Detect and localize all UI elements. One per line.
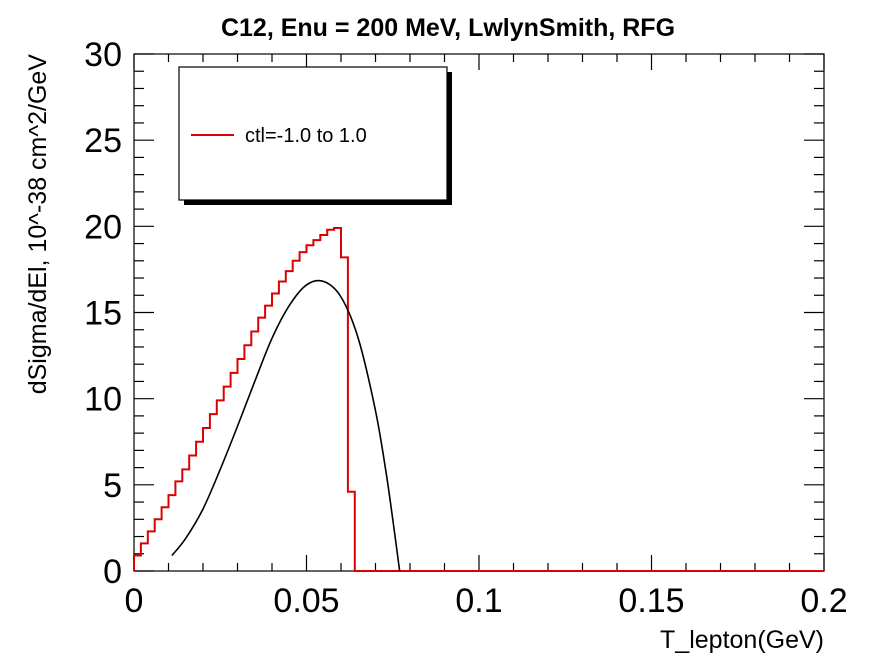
y-tick-label: 10: [84, 381, 122, 419]
y-tick-labels: 0 5 10 15 20 25 30: [84, 36, 122, 591]
x-tick-label: 0.1: [455, 582, 502, 620]
y-tick-label: 0: [103, 553, 122, 591]
x-tick-label: 0: [125, 582, 144, 620]
histogram-series-line: [133, 227, 824, 572]
theory-curve-line: [171, 279, 401, 572]
x-axis-title: T_lepton(GeV): [660, 626, 824, 654]
y-tick-label: 25: [84, 122, 122, 160]
series-layer: [133, 227, 824, 572]
y-tick-label: 15: [84, 295, 122, 333]
y-tick-label: 20: [84, 208, 122, 246]
legend: ctl=-1.0 to 1.0: [178, 66, 452, 205]
axis-ticks: [133, 53, 825, 572]
y-tick-label: 30: [84, 36, 122, 74]
y-axis-title: dSigma/dEl, 10^-38 cm^2/GeV: [24, 54, 52, 395]
legend-box: [178, 66, 448, 201]
chart-title: C12, Enu = 200 MeV, LwlynSmith, RFG: [221, 14, 675, 42]
x-tick-label: 0.15: [618, 582, 684, 620]
x-tick-label: 0.05: [273, 582, 339, 620]
y-tick-label: 5: [103, 467, 122, 505]
x-tick-labels: 0 0.05 0.1 0.15 0.2: [125, 582, 848, 620]
x-tick-label: 0.2: [800, 582, 847, 620]
legend-label: ctl=-1.0 to 1.0: [245, 125, 367, 147]
